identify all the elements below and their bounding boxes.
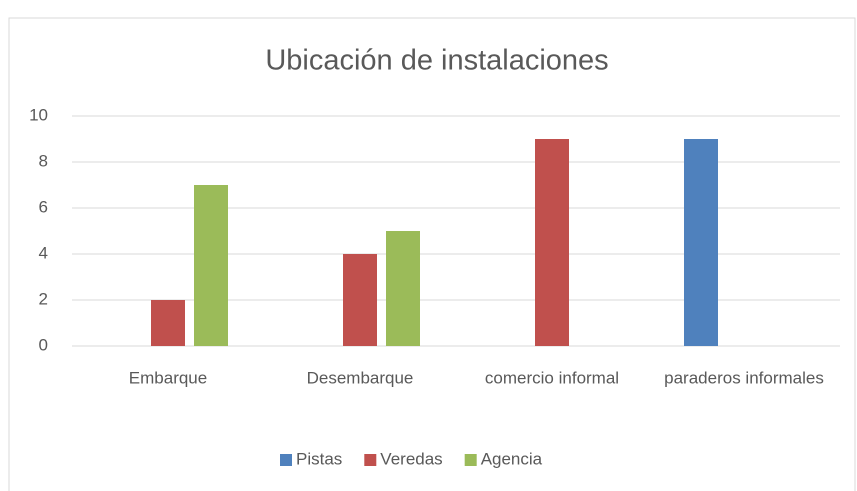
bar bbox=[194, 185, 228, 346]
x-tick-label: Embarque bbox=[129, 368, 207, 387]
x-tick-label: comercio informal bbox=[485, 368, 619, 387]
x-tick-label: paraderos informales bbox=[664, 368, 824, 387]
bar bbox=[386, 231, 420, 346]
x-tick-label: Desembarque bbox=[307, 368, 414, 387]
y-tick-label: 6 bbox=[39, 197, 48, 216]
bar bbox=[535, 139, 569, 346]
y-tick-label: 0 bbox=[39, 335, 48, 354]
y-tick-label: 2 bbox=[39, 289, 48, 308]
bar bbox=[684, 139, 718, 346]
y-tick-label: 4 bbox=[39, 243, 48, 262]
y-tick-label: 8 bbox=[39, 151, 48, 170]
legend-label: Agencia bbox=[481, 449, 543, 468]
legend-label: Veredas bbox=[380, 449, 442, 468]
bar bbox=[343, 254, 377, 346]
legend-swatch bbox=[280, 454, 292, 466]
legend-swatch bbox=[364, 454, 377, 466]
legend-label: Pistas bbox=[296, 449, 342, 468]
y-tick-label: 10 bbox=[29, 105, 48, 124]
chart-title: Ubicación de instalaciones bbox=[265, 45, 608, 77]
legend-swatch bbox=[464, 454, 477, 466]
bar bbox=[151, 300, 185, 346]
